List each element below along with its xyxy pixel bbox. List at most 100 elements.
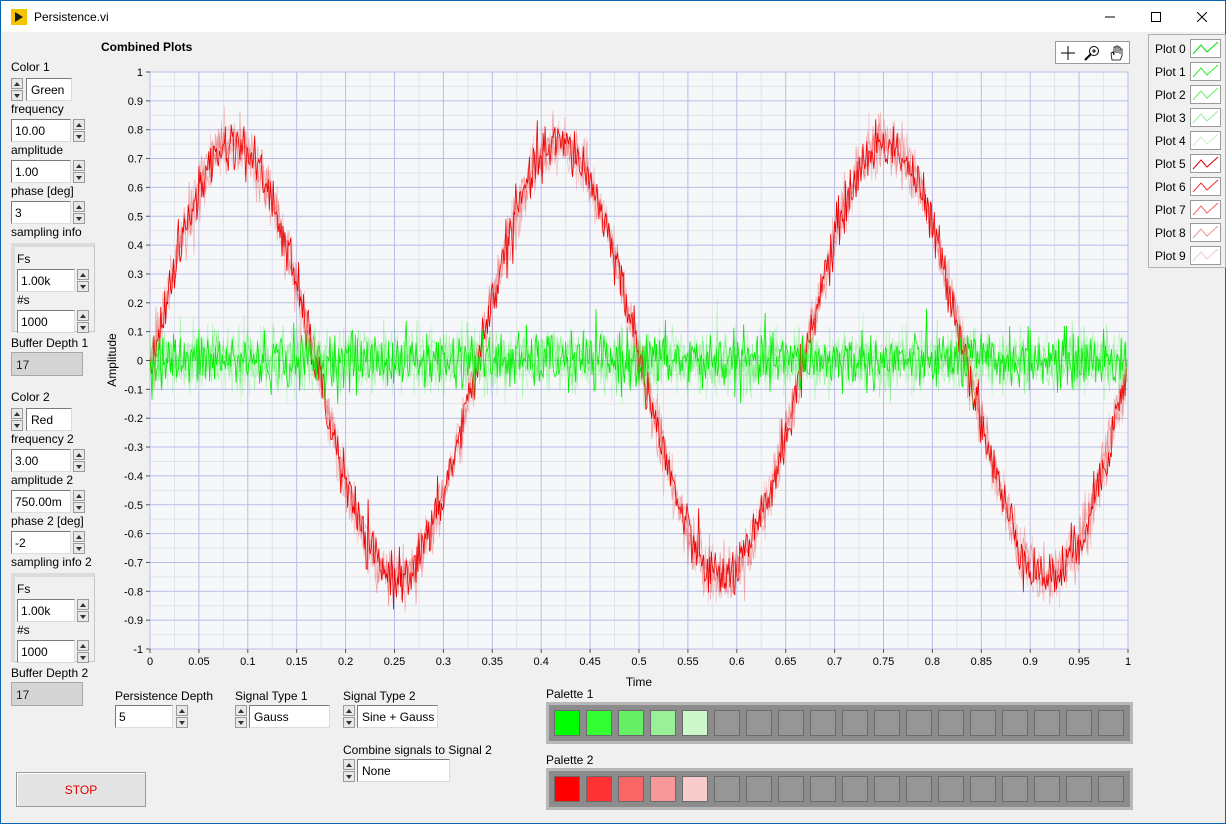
palette1-color-cell	[1034, 710, 1060, 736]
signal-type1-arrows[interactable]	[235, 705, 247, 729]
decrement-arrow-icon[interactable]	[73, 461, 85, 472]
frequency2-input[interactable]: 3.00	[11, 449, 71, 472]
signal-type2-arrows[interactable]	[343, 705, 355, 729]
decrement-arrow-icon[interactable]	[77, 281, 89, 292]
legend-item-plot-0[interactable]: Plot 0	[1149, 37, 1225, 60]
legend-item-plot-9[interactable]: Plot 9	[1149, 244, 1225, 267]
persistence-depth-stepper[interactable]	[176, 705, 188, 729]
increment-arrow-icon[interactable]	[343, 705, 355, 716]
maximize-button[interactable]	[1133, 1, 1179, 32]
decrement-arrow-icon[interactable]	[176, 717, 188, 728]
legend-item-plot-3[interactable]: Plot 3	[1149, 106, 1225, 129]
increment-arrow-icon[interactable]	[77, 640, 89, 651]
num-samples2-stepper[interactable]	[77, 640, 89, 664]
increment-arrow-icon[interactable]	[73, 160, 85, 171]
fs2-stepper[interactable]	[77, 599, 89, 623]
persistence-depth-input[interactable]: 5	[115, 705, 173, 728]
signal-type1-ring[interactable]: Gauss	[249, 705, 330, 728]
decrement-arrow-icon[interactable]	[11, 420, 23, 431]
color2-ring[interactable]: Red	[26, 408, 72, 431]
increment-arrow-icon[interactable]	[73, 119, 85, 130]
stop-button[interactable]: STOP	[16, 772, 146, 807]
fs2-input[interactable]: 1.00k	[17, 599, 75, 622]
amplitude-stepper[interactable]	[73, 160, 85, 184]
decrement-arrow-icon[interactable]	[343, 717, 355, 728]
legend-item-plot-2[interactable]: Plot 2	[1149, 83, 1225, 106]
increment-arrow-icon[interactable]	[77, 599, 89, 610]
phase-stepper[interactable]	[73, 201, 85, 225]
decrement-arrow-icon[interactable]	[73, 213, 85, 224]
increment-arrow-icon[interactable]	[73, 201, 85, 212]
x-tick-label: 0.9	[1023, 656, 1038, 668]
palette2-color-cell	[1098, 776, 1124, 802]
signal-type2-ring[interactable]: Sine + Gauss	[357, 705, 438, 728]
legend-swatch[interactable]	[1190, 154, 1221, 173]
legend-item-plot-5[interactable]: Plot 5	[1149, 152, 1225, 175]
legend-swatch[interactable]	[1190, 62, 1221, 81]
plot-legend[interactable]: Plot 0 Plot 1 Plot 2 Plot 3 Plot 4 Plot 5 Plot…	[1148, 34, 1226, 268]
increment-arrow-icon[interactable]	[73, 531, 85, 542]
increment-arrow-icon[interactable]	[343, 759, 355, 770]
legend-item-plot-4[interactable]: Plot 4	[1149, 129, 1225, 152]
legend-swatch[interactable]	[1190, 223, 1221, 242]
frequency-input[interactable]: 10.00	[11, 119, 71, 142]
amplitude2-stepper[interactable]	[73, 490, 85, 514]
decrement-arrow-icon[interactable]	[77, 322, 89, 333]
decrement-arrow-icon[interactable]	[77, 611, 89, 622]
legend-swatch[interactable]	[1190, 246, 1221, 265]
num-samples-stepper[interactable]	[77, 310, 89, 334]
decrement-arrow-icon[interactable]	[235, 717, 247, 728]
legend-swatch[interactable]	[1190, 108, 1221, 127]
close-button[interactable]	[1179, 1, 1225, 32]
decrement-arrow-icon[interactable]	[73, 172, 85, 183]
increment-arrow-icon[interactable]	[11, 78, 23, 89]
decrement-arrow-icon[interactable]	[343, 771, 355, 782]
legend-swatch[interactable]	[1190, 39, 1221, 58]
fs-input[interactable]: 1.00k	[17, 269, 75, 292]
decrement-arrow-icon[interactable]	[11, 90, 23, 101]
amplitude2-input[interactable]: 750.00m	[11, 490, 71, 513]
increment-arrow-icon[interactable]	[176, 705, 188, 716]
decrement-arrow-icon[interactable]	[73, 502, 85, 513]
pan-hand-icon[interactable]	[1108, 45, 1124, 61]
frequency2-stepper[interactable]	[73, 449, 85, 473]
decrement-arrow-icon[interactable]	[77, 652, 89, 663]
legend-swatch[interactable]	[1190, 85, 1221, 104]
num-samples2-input[interactable]: 1000	[17, 640, 75, 663]
x-tick-label: 0.05	[188, 656, 209, 668]
increment-arrow-icon[interactable]	[77, 310, 89, 321]
decrement-arrow-icon[interactable]	[73, 131, 85, 142]
color1-ring-arrows[interactable]	[11, 78, 23, 102]
color1-ring[interactable]: Green	[26, 78, 72, 101]
legend-swatch[interactable]	[1190, 131, 1221, 150]
increment-arrow-icon[interactable]	[73, 449, 85, 460]
combine-signals-arrows[interactable]	[343, 759, 355, 783]
amplitude-input[interactable]: 1.00	[11, 160, 71, 183]
decrement-arrow-icon[interactable]	[73, 543, 85, 554]
frequency-label: frequency	[11, 102, 64, 116]
cursor-crosshair-icon[interactable]	[1060, 45, 1076, 61]
increment-arrow-icon[interactable]	[73, 490, 85, 501]
legend-swatch[interactable]	[1190, 177, 1221, 196]
zoom-icon[interactable]	[1084, 45, 1100, 61]
phase2-input[interactable]: -2	[11, 531, 71, 554]
plot-line-icon	[1192, 110, 1219, 124]
legend-item-label: Plot 9	[1155, 249, 1186, 263]
num-samples-input[interactable]: 1000	[17, 310, 75, 333]
phase2-stepper[interactable]	[73, 531, 85, 555]
phase-input[interactable]: 3	[11, 201, 71, 224]
combined-plots-graph[interactable]: 1 0.9 0.8 0.7 0.6 0.5 0.4 0.3 0.2 0.1 0 -0.1 -0.2 -0.…	[101, 57, 1141, 693]
legend-item-plot-7[interactable]: Plot 7	[1149, 198, 1225, 221]
combine-signals-ring[interactable]: None	[357, 759, 450, 782]
color2-ring-arrows[interactable]	[11, 408, 23, 432]
minimize-button[interactable]	[1087, 1, 1133, 32]
fs-stepper[interactable]	[77, 269, 89, 293]
increment-arrow-icon[interactable]	[11, 408, 23, 419]
legend-item-plot-1[interactable]: Plot 1	[1149, 60, 1225, 83]
legend-item-plot-6[interactable]: Plot 6	[1149, 175, 1225, 198]
legend-item-plot-8[interactable]: Plot 8	[1149, 221, 1225, 244]
legend-swatch[interactable]	[1190, 200, 1221, 219]
increment-arrow-icon[interactable]	[77, 269, 89, 280]
increment-arrow-icon[interactable]	[235, 705, 247, 716]
frequency-stepper[interactable]	[73, 119, 85, 143]
